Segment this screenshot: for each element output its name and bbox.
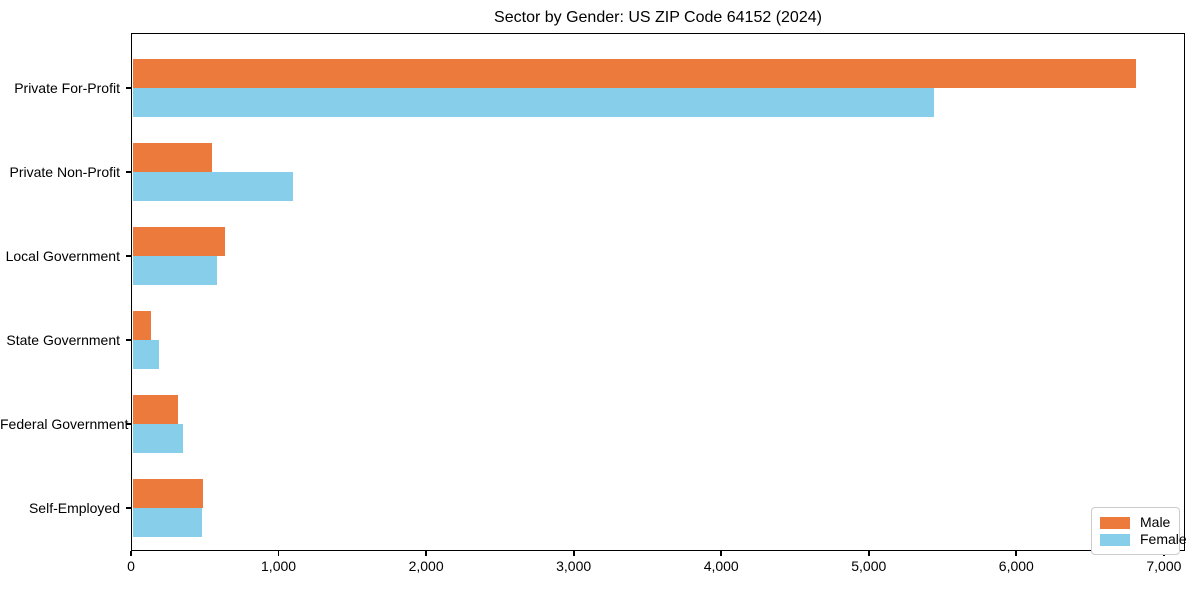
bar-male <box>133 227 225 256</box>
legend-item: Female <box>1100 532 1187 547</box>
chart-title: Sector by Gender: US ZIP Code 64152 (202… <box>494 9 822 26</box>
bar-female <box>133 340 160 369</box>
x-axis-tick-label: 0 <box>127 558 135 574</box>
x-axis-tick-label: 7,000 <box>1146 558 1182 574</box>
x-axis-tick-label: 3,000 <box>556 558 592 574</box>
legend-swatch-male <box>1100 516 1130 529</box>
x-axis-tick <box>720 551 723 556</box>
x-axis-tick-label: 6,000 <box>998 558 1034 574</box>
bar-female <box>133 256 217 285</box>
x-axis-tick <box>425 551 427 556</box>
legend-swatch-female <box>1100 533 1130 546</box>
x-axis-tick-label: 1,000 <box>261 558 297 574</box>
y-axis-label: Private For-Profit <box>14 80 120 96</box>
y-axis-label: Federal Government <box>0 416 129 432</box>
legend: Male Female <box>1091 507 1187 555</box>
bar-male <box>133 311 151 340</box>
y-axis-tick <box>126 507 131 509</box>
x-axis-tick <box>572 551 575 556</box>
bar-male <box>133 395 179 424</box>
y-axis-label: Self-Employed <box>28 500 120 516</box>
bar-male <box>133 59 1136 88</box>
y-axis-label: Private Non-Profit <box>9 164 120 180</box>
bar-female <box>133 172 294 201</box>
bar-female <box>133 88 934 117</box>
x-axis-tick-label: 2,000 <box>408 558 444 574</box>
plot-area <box>131 33 1185 551</box>
y-axis-tick <box>126 87 131 89</box>
x-axis-tick <box>867 551 870 556</box>
bar-male <box>133 479 204 508</box>
y-axis-label: State Government <box>6 332 120 348</box>
legend-label: Male <box>1140 514 1171 530</box>
x-axis-tick <box>130 551 132 556</box>
bar-female <box>133 508 202 537</box>
x-axis-tick-label: 5,000 <box>851 558 887 574</box>
legend-item: Male <box>1100 515 1171 530</box>
y-axis-label: Local Government <box>5 248 120 264</box>
x-axis-tick <box>277 551 280 556</box>
y-axis-tick <box>126 423 131 425</box>
y-axis-tick <box>126 255 131 257</box>
x-axis-tick-label: 4,000 <box>703 558 739 574</box>
bar-female <box>133 424 183 453</box>
y-axis-tick <box>126 339 131 341</box>
x-axis-tick <box>1015 551 1018 556</box>
y-axis-tick <box>126 171 131 173</box>
bar-male <box>133 143 213 172</box>
legend-label: Female <box>1140 531 1187 547</box>
